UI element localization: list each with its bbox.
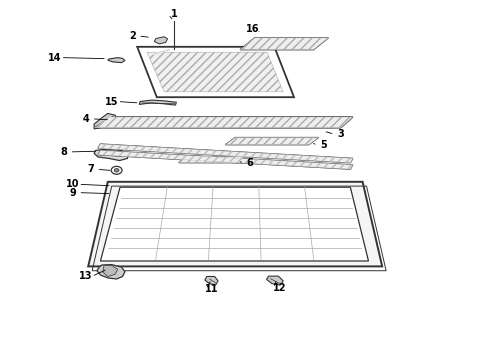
Polygon shape (94, 149, 128, 161)
Text: 4: 4 (82, 114, 89, 124)
Text: 8: 8 (60, 147, 67, 157)
Polygon shape (225, 138, 318, 145)
Polygon shape (103, 265, 118, 276)
Polygon shape (139, 100, 176, 105)
Polygon shape (179, 157, 245, 163)
Text: 1: 1 (171, 9, 177, 19)
Text: 16: 16 (245, 24, 259, 34)
Text: 14: 14 (48, 53, 62, 63)
Polygon shape (147, 52, 283, 92)
Polygon shape (98, 150, 353, 169)
Text: 11: 11 (205, 284, 219, 294)
Polygon shape (225, 138, 318, 145)
Polygon shape (94, 113, 117, 129)
Text: 10: 10 (66, 179, 79, 189)
Text: 13: 13 (79, 271, 93, 282)
Circle shape (111, 166, 122, 174)
Polygon shape (98, 144, 353, 163)
Polygon shape (96, 117, 353, 128)
Text: 9: 9 (69, 188, 76, 198)
Polygon shape (98, 144, 353, 163)
Text: 2: 2 (129, 31, 136, 41)
Polygon shape (100, 187, 368, 261)
Polygon shape (108, 58, 125, 63)
Polygon shape (96, 117, 353, 128)
Polygon shape (137, 47, 294, 97)
Circle shape (114, 168, 119, 172)
Polygon shape (154, 37, 168, 44)
Polygon shape (98, 150, 353, 169)
Polygon shape (97, 265, 125, 279)
Polygon shape (88, 182, 382, 266)
Text: 3: 3 (337, 129, 344, 139)
Polygon shape (179, 157, 245, 163)
Text: 6: 6 (246, 158, 253, 168)
Polygon shape (240, 38, 328, 50)
Polygon shape (240, 38, 328, 50)
Polygon shape (267, 276, 283, 285)
Text: 15: 15 (105, 96, 119, 107)
Text: 12: 12 (272, 283, 286, 293)
Text: 5: 5 (320, 140, 327, 150)
Text: 7: 7 (87, 164, 94, 174)
Polygon shape (205, 276, 218, 285)
